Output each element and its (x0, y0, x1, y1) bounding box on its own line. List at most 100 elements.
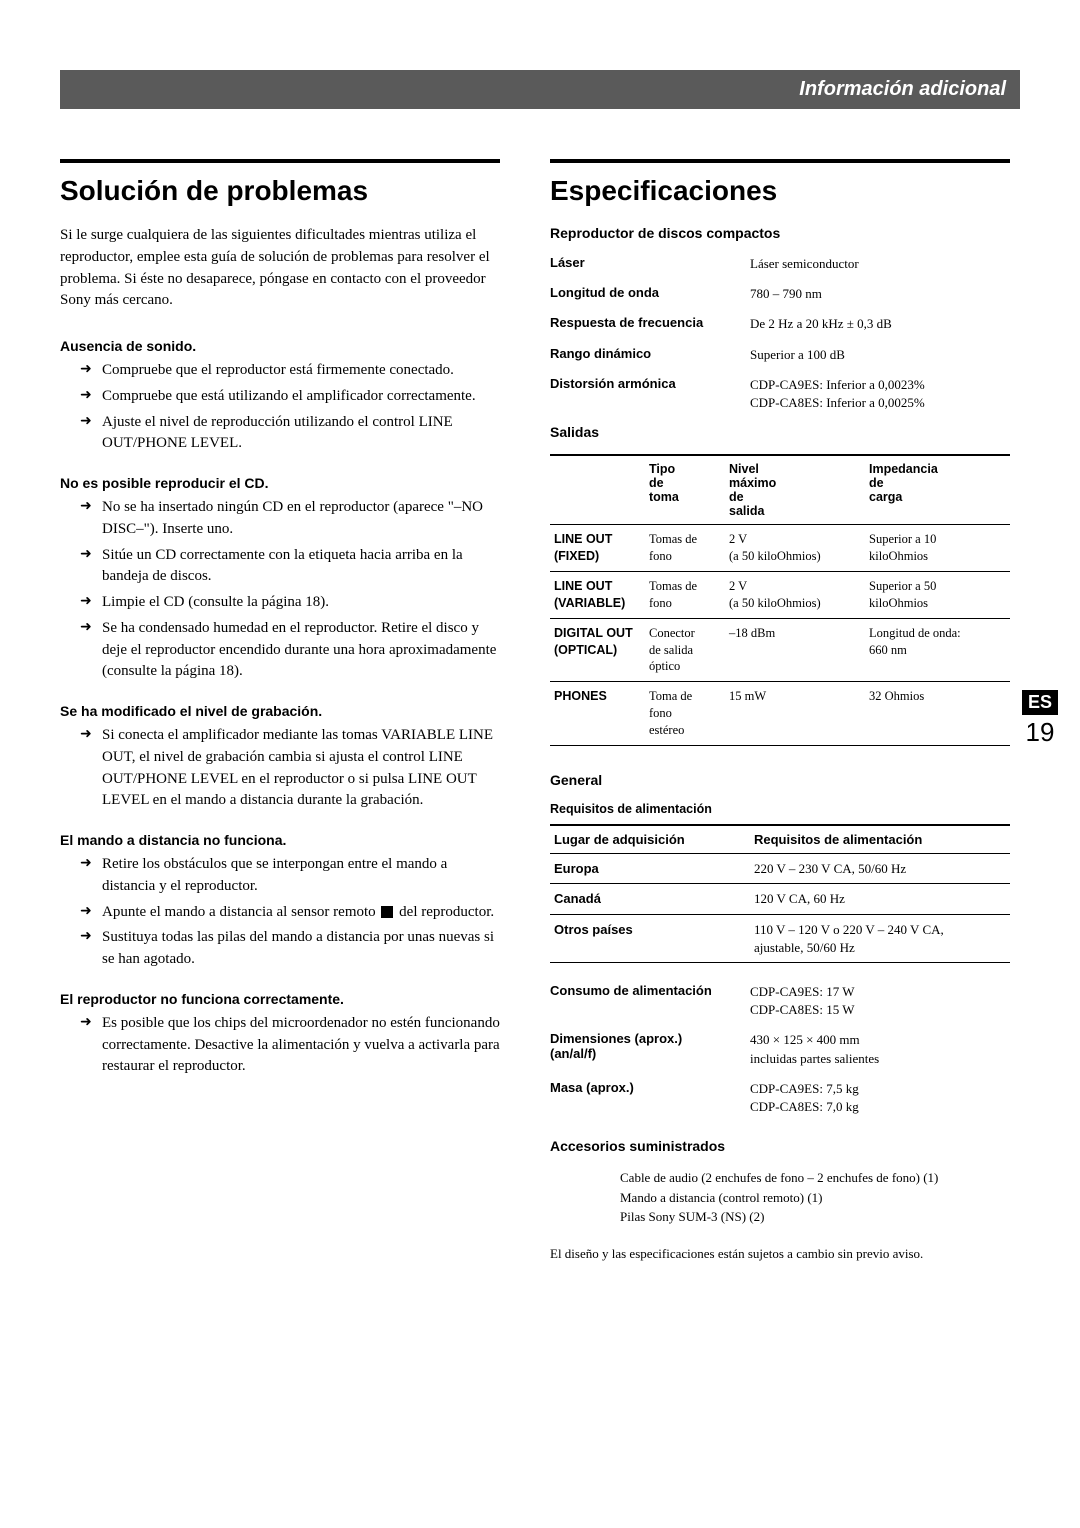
spec-row: LáserLáser semiconductor (550, 255, 1010, 273)
spec-row: Consumo de alimentaciónCDP-CA9ES: 17 WCD… (550, 983, 1010, 1019)
cell: Toma defonoestéreo (645, 682, 725, 746)
table-header: Requisitos de alimentación (750, 825, 1010, 854)
page-columns: Solución de problemas Si le surge cualqu… (60, 159, 1020, 1263)
table-header: Impedanciadecarga (865, 455, 1010, 525)
column-right: Especificaciones Reproductor de discos c… (550, 159, 1010, 1263)
trouble-item: Sitúe un CD correctamente con la etiquet… (102, 545, 500, 589)
accessory-item: Mando a distancia (control remoto) (1) (620, 1188, 1010, 1208)
power-requirements-table: Lugar de adquisiciónRequisitos de alimen… (550, 824, 1010, 963)
header-title: Información adicional (799, 78, 1006, 100)
trouble-item-list: Si conecta el amplificador mediante las … (60, 725, 500, 812)
trouble-item: Es posible que los chips del microordena… (102, 1013, 500, 1078)
accessories-heading: Accesorios suministrados (550, 1138, 1010, 1154)
trouble-item: Sustituya todas las pilas del mando a di… (102, 927, 500, 971)
trouble-item: Apunte el mando a distancia al sensor re… (102, 902, 500, 924)
table-row: LINE OUT(FIXED)Tomas defono2 V(a 50 kilo… (550, 525, 1010, 572)
accessory-item: Pilas Sony SUM-3 (NS) (2) (620, 1207, 1010, 1227)
spec-value: CDP-CA9ES: 17 WCDP-CA8ES: 15 W (750, 983, 1010, 1019)
cell: 2 V(a 50 kiloOhmios) (725, 571, 865, 618)
spec-value: 430 × 125 × 400 mmincluidas partes salie… (750, 1031, 1010, 1067)
spec-value: De 2 Hz a 20 kHz ± 0,3 dB (750, 315, 1010, 333)
accessories-list: Cable de audio (2 enchufes de fono – 2 e… (550, 1168, 1010, 1227)
trouble-item-list: Es posible que los chips del microordena… (60, 1013, 500, 1078)
header-band: Información adicional (60, 70, 1020, 109)
trouble-section-head: No es posible reproducir el CD. (60, 475, 500, 491)
row-label: DIGITAL OUT(OPTICAL) (550, 618, 645, 682)
cell: Tomas defono (645, 571, 725, 618)
spec-value: CDP-CA9ES: Inferior a 0,0023%CDP-CA8ES: … (750, 376, 1010, 412)
spec-label: Consumo de alimentación (550, 983, 750, 1019)
spec-label: Distorsión armónica (550, 376, 750, 412)
trouble-item: Compruebe que está utilizando el amplifi… (102, 386, 500, 408)
general-specs-block: Consumo de alimentaciónCDP-CA9ES: 17 WCD… (550, 983, 1010, 1116)
spec-row: Rango dinámicoSuperior a 100 dB (550, 346, 1010, 364)
table-row: LINE OUT(VARIABLE)Tomas defono2 V(a 50 k… (550, 571, 1010, 618)
trouble-item: No se ha insertado ningún CD en el repro… (102, 497, 500, 541)
cell: 110 V – 120 V o 220 V – 240 V CA,ajustab… (750, 914, 1010, 962)
spec-row: Longitud de onda780 – 790 nm (550, 285, 1010, 303)
table-row: Otros países110 V – 120 V o 220 V – 240 … (550, 914, 1010, 962)
trouble-item-list: Compruebe que el reproductor está firmem… (60, 360, 500, 455)
cell: –18 dBm (725, 618, 865, 682)
rule-left (60, 159, 500, 163)
cell: Tomas defono (645, 525, 725, 572)
spec-row: Distorsión armónicaCDP-CA9ES: Inferior a… (550, 376, 1010, 412)
trouble-item: Retire los obstáculos que se interpongan… (102, 854, 500, 898)
troubleshooting-intro: Si le surge cualquiera de las siguientes… (60, 225, 500, 312)
language-badge: ES (1022, 690, 1058, 715)
remote-sensor-icon (381, 906, 393, 918)
table-row: DIGITAL OUT(OPTICAL)Conectorde salidaópt… (550, 618, 1010, 682)
trouble-item: Si conecta el amplificador mediante las … (102, 725, 500, 812)
row-label: LINE OUT(VARIABLE) (550, 571, 645, 618)
cd-player-heading: Reproductor de discos compactos (550, 225, 1010, 241)
troubleshooting-sections: Ausencia de sonido. Compruebe que el repr… (60, 338, 500, 1078)
power-subheading: Requisitos de alimentación (550, 802, 1010, 816)
spec-row: Respuesta de frecuenciaDe 2 Hz a 20 kHz … (550, 315, 1010, 333)
troubleshooting-heading: Solución de problemas (60, 175, 500, 207)
page-number: 19 (1022, 717, 1058, 748)
trouble-section-head: El mando a distancia no funciona. (60, 832, 500, 848)
design-footnote: El diseño y las especificaciones están s… (550, 1245, 1010, 1263)
spec-label: Longitud de onda (550, 285, 750, 303)
row-label: PHONES (550, 682, 645, 746)
general-heading: General (550, 772, 1010, 788)
spec-value: Láser semiconductor (750, 255, 1010, 273)
trouble-item: Se ha condensado humedad en el reproduct… (102, 618, 500, 683)
page-side-tab: ES 19 (1022, 690, 1058, 748)
cell: Superior a 50kiloOhmios (865, 571, 1010, 618)
trouble-section-head: El reproductor no funciona correctamente… (60, 991, 500, 1007)
rule-right (550, 159, 1010, 163)
trouble-section-head: Ausencia de sonido. (60, 338, 500, 354)
spec-value: Superior a 100 dB (750, 346, 1010, 364)
spec-value: 780 – 790 nm (750, 285, 1010, 303)
cell: Longitud de onda:660 nm (865, 618, 1010, 682)
trouble-item-list: No se ha insertado ningún CD en el repro… (60, 497, 500, 683)
row-label: Canadá (550, 884, 750, 915)
trouble-item-list: Retire los obstáculos que se interpongan… (60, 854, 500, 971)
row-label: LINE OUT(FIXED) (550, 525, 645, 572)
column-left: Solución de problemas Si le surge cualqu… (60, 159, 500, 1263)
table-row: Canadá120 V CA, 60 Hz (550, 884, 1010, 915)
cell: 120 V CA, 60 Hz (750, 884, 1010, 915)
spec-label: Dimensiones (aprox.)(an/al/f) (550, 1031, 750, 1067)
specifications-heading: Especificaciones (550, 175, 1010, 207)
cd-specs-block: LáserLáser semiconductor Longitud de onda… (550, 255, 1010, 412)
trouble-item: Limpie el CD (consulte la página 18). (102, 592, 500, 614)
accessory-item: Cable de audio (2 enchufes de fono – 2 e… (620, 1168, 1010, 1188)
spec-value: CDP-CA9ES: 7,5 kgCDP-CA8ES: 7,0 kg (750, 1080, 1010, 1116)
spec-label: Respuesta de frecuencia (550, 315, 750, 333)
row-label: Europa (550, 853, 750, 884)
table-header (550, 455, 645, 525)
cell: 2 V(a 50 kiloOhmios) (725, 525, 865, 572)
spec-row: Dimensiones (aprox.)(an/al/f)430 × 125 ×… (550, 1031, 1010, 1067)
cell: 220 V – 230 V CA, 50/60 Hz (750, 853, 1010, 884)
cell: 15 mW (725, 682, 865, 746)
table-header: Tipodetoma (645, 455, 725, 525)
spec-label: Rango dinámico (550, 346, 750, 364)
table-header: Nivelmáximodesalida (725, 455, 865, 525)
salidas-heading: Salidas (550, 424, 1010, 440)
cell: Conectorde salidaóptico (645, 618, 725, 682)
table-row: PHONESToma defonoestéreo15 mW32 Ohmios (550, 682, 1010, 746)
spec-label: Masa (aprox.) (550, 1080, 750, 1116)
cell: 32 Ohmios (865, 682, 1010, 746)
